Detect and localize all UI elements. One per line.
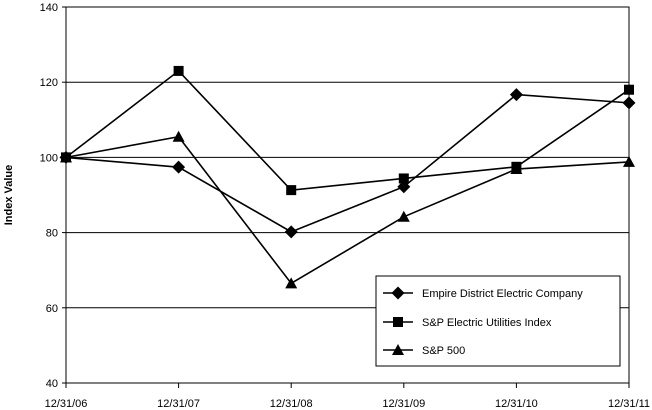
y-tick-label: 80 xyxy=(46,228,58,240)
x-tick-label: 12/31/08 xyxy=(270,398,313,410)
legend-entry: S&P Electric Utilities Index xyxy=(383,317,552,329)
data-point-square xyxy=(173,65,184,76)
series-square xyxy=(61,65,634,196)
data-point-diamond xyxy=(172,160,186,174)
legend-box xyxy=(375,275,621,367)
axis-ticks xyxy=(62,6,630,388)
y-tick-label: 60 xyxy=(46,303,58,315)
grid-lines xyxy=(66,81,629,309)
y-tick-label: 40 xyxy=(46,378,58,390)
plot-area-frame xyxy=(65,6,630,384)
series-line xyxy=(65,69,630,191)
y-tick-label: 100 xyxy=(40,152,58,164)
legend-entry: Empire District Electric Company xyxy=(383,286,583,300)
data-point-diamond xyxy=(397,180,411,194)
data-point-diamond xyxy=(284,225,298,239)
y-axis-title: Index Value xyxy=(3,165,15,226)
data-point-triangle xyxy=(510,163,523,175)
data-point-triangle xyxy=(397,210,410,222)
x-tick-label: 12/31/10 xyxy=(495,398,538,410)
data-point-triangle xyxy=(623,155,635,167)
legend-label: Empire District Electric Company xyxy=(422,288,583,300)
x-tick-label: 12/31/06 xyxy=(45,398,88,410)
x-tick-label: 12/31/11 xyxy=(608,398,650,410)
legend-entry: S&P 500 xyxy=(383,344,465,357)
series-triangle xyxy=(60,130,635,289)
series-line xyxy=(65,135,630,285)
series-lines xyxy=(59,65,636,289)
data-point-square xyxy=(286,185,297,196)
data-point-triangle xyxy=(285,277,298,289)
data-point-square xyxy=(398,173,409,184)
x-tick-label: 12/31/07 xyxy=(157,398,200,410)
series-line xyxy=(65,93,630,233)
legend-label: S&P 500 xyxy=(422,345,465,357)
data-point-square xyxy=(624,84,634,95)
series-diamond xyxy=(59,88,636,239)
y-tick-label: 120 xyxy=(40,77,58,89)
x-tick-label: 12/31/09 xyxy=(382,398,425,410)
x-axis-tick-labels: 12/31/06 12/31/07 12/31/08 12/31/09 12/31/10… xyxy=(45,398,650,410)
legend-marker-square xyxy=(393,317,403,327)
data-point-triangle xyxy=(60,151,72,163)
legend-marker-diamond xyxy=(391,286,405,300)
data-point-diamond xyxy=(622,96,636,110)
data-point-triangle xyxy=(172,130,185,142)
legend-label: S&P Electric Utilities Index xyxy=(422,317,552,329)
y-tick-label: 140 xyxy=(40,2,58,14)
data-point-diamond xyxy=(509,88,523,102)
legend: Empire District Electric Company S&P Elec… xyxy=(375,275,621,367)
legend-marker-triangle xyxy=(392,344,404,355)
y-axis-tick-labels: 40 60 80 100 120 140 xyxy=(40,2,58,390)
